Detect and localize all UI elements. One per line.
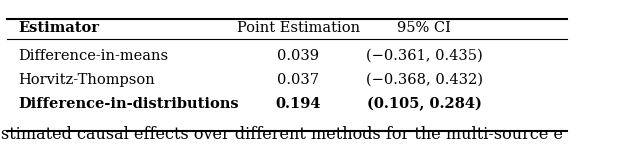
Text: stimated causal effects over different methods for the multi-source e: stimated causal effects over different m… xyxy=(1,126,563,143)
Text: (0.105, 0.284): (0.105, 0.284) xyxy=(367,97,481,111)
Text: (−0.361, 0.435): (−0.361, 0.435) xyxy=(365,49,483,63)
Text: Horvitz-Thompson: Horvitz-Thompson xyxy=(19,73,156,87)
Text: 0.037: 0.037 xyxy=(277,73,319,87)
Text: 95% CI: 95% CI xyxy=(397,21,451,35)
Text: 0.039: 0.039 xyxy=(277,49,319,63)
Text: Difference-in-distributions: Difference-in-distributions xyxy=(19,97,239,111)
Text: 0.194: 0.194 xyxy=(276,97,321,111)
Text: Estimator: Estimator xyxy=(19,21,100,35)
Text: Point Estimation: Point Estimation xyxy=(237,21,360,35)
Text: (−0.368, 0.432): (−0.368, 0.432) xyxy=(365,73,483,87)
Text: Difference-in-means: Difference-in-means xyxy=(19,49,169,63)
